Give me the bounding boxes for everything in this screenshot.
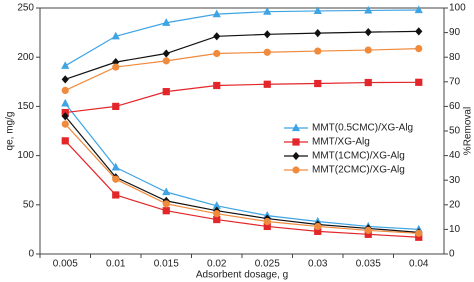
marker — [263, 217, 271, 226]
x-tick-label: 0.015 — [154, 259, 179, 270]
marker — [364, 226, 372, 234]
series-line — [64, 140, 419, 238]
y2-axis-title: %Removal — [463, 107, 474, 155]
series-line — [64, 9, 419, 67]
y2-tick-label: 90 — [449, 27, 461, 38]
marker — [212, 9, 221, 18]
marker — [414, 5, 423, 14]
marker — [213, 49, 221, 58]
x-tick-label: 0.035 — [356, 259, 381, 270]
marker — [61, 61, 70, 69]
y-tick-label: 50 — [23, 199, 35, 210]
marker — [112, 102, 120, 110]
y2-tick-label: 60 — [449, 101, 461, 112]
marker — [415, 229, 423, 237]
x-axis-title: Adsorbent dosage, g — [196, 270, 288, 281]
marker — [415, 233, 423, 241]
y2-tick-label: 50 — [449, 126, 461, 137]
marker — [162, 187, 171, 196]
series-line — [64, 103, 419, 230]
marker — [112, 175, 120, 183]
marker — [364, 46, 372, 54]
marker — [61, 137, 69, 145]
marker — [415, 78, 423, 86]
y-tick-label: 250 — [17, 3, 34, 14]
marker — [314, 79, 322, 88]
marker — [213, 81, 221, 90]
x-tick-label: 0.04 — [409, 259, 429, 270]
y2-tick-label: 80 — [449, 52, 461, 63]
marker — [61, 75, 69, 84]
y2-tick-label: 100 — [449, 3, 466, 14]
y2-tick-label: 40 — [449, 150, 461, 161]
marker — [263, 30, 271, 39]
y-axis-title: qe, mg/g — [5, 112, 16, 151]
marker — [162, 49, 170, 58]
marker — [112, 58, 120, 67]
legend-label: MMT(2CMC)/XG-Alg — [312, 165, 405, 176]
series-line — [64, 115, 419, 233]
marker — [61, 112, 69, 121]
marker — [213, 210, 221, 218]
marker — [162, 18, 171, 26]
y-tick-label: 150 — [17, 101, 34, 112]
marker — [291, 123, 301, 132]
legend-label: MMT/XG-Alg — [312, 137, 370, 148]
marker — [111, 31, 120, 40]
series-line — [64, 47, 419, 91]
marker — [292, 166, 300, 174]
legend-label: MMT(0.5CMC)/XG-Alg — [312, 123, 413, 134]
y2-tick-label: 10 — [449, 224, 461, 235]
marker — [313, 6, 322, 15]
marker — [111, 162, 120, 171]
x-tick-label: 0.025 — [255, 259, 280, 270]
marker — [415, 27, 423, 36]
marker — [162, 207, 170, 215]
marker — [213, 215, 221, 224]
x-tick-label: 0.01 — [106, 259, 126, 270]
marker — [162, 200, 170, 208]
marker — [314, 222, 322, 231]
y2-tick-label: 30 — [449, 175, 461, 186]
marker — [61, 86, 69, 95]
marker — [263, 80, 271, 88]
y-tick-label: 0 — [28, 249, 34, 260]
marker — [364, 28, 372, 37]
marker — [61, 98, 70, 107]
series-line — [65, 81, 419, 114]
y-tick-label: 200 — [17, 52, 34, 63]
marker — [314, 227, 322, 235]
y2-tick-label: 70 — [449, 76, 461, 87]
legend-label: MMT(1CMC)/XG-Alg — [312, 151, 405, 162]
y-tick-label: 100 — [17, 150, 34, 161]
y2-tick-label: 0 — [449, 249, 455, 260]
marker — [364, 78, 372, 87]
marker — [292, 151, 300, 161]
marker — [162, 88, 170, 96]
marker — [61, 120, 69, 128]
series-line — [64, 123, 419, 234]
x-tick-label: 0.03 — [308, 259, 328, 270]
marker — [213, 32, 221, 41]
marker — [212, 201, 221, 209]
y2-tick-label: 20 — [449, 199, 461, 210]
marker — [364, 230, 372, 238]
marker — [314, 28, 322, 38]
marker — [314, 47, 322, 55]
series-line — [65, 30, 419, 80]
marker — [263, 7, 272, 15]
x-tick-label: 0.005 — [53, 259, 78, 270]
marker — [292, 138, 300, 146]
marker — [415, 44, 423, 53]
marker — [112, 63, 120, 71]
marker — [162, 57, 170, 65]
marker — [263, 222, 271, 231]
marker — [364, 5, 373, 14]
marker — [263, 48, 271, 56]
marker — [112, 191, 120, 199]
x-tick-label: 0.02 — [207, 259, 227, 270]
